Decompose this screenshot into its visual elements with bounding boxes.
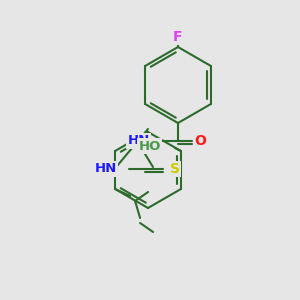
- Text: HO: HO: [139, 140, 161, 152]
- Text: F: F: [173, 30, 183, 44]
- Text: HN: HN: [95, 163, 117, 176]
- Text: HN: HN: [128, 134, 150, 148]
- Text: O: O: [194, 134, 206, 148]
- Text: S: S: [170, 162, 180, 176]
